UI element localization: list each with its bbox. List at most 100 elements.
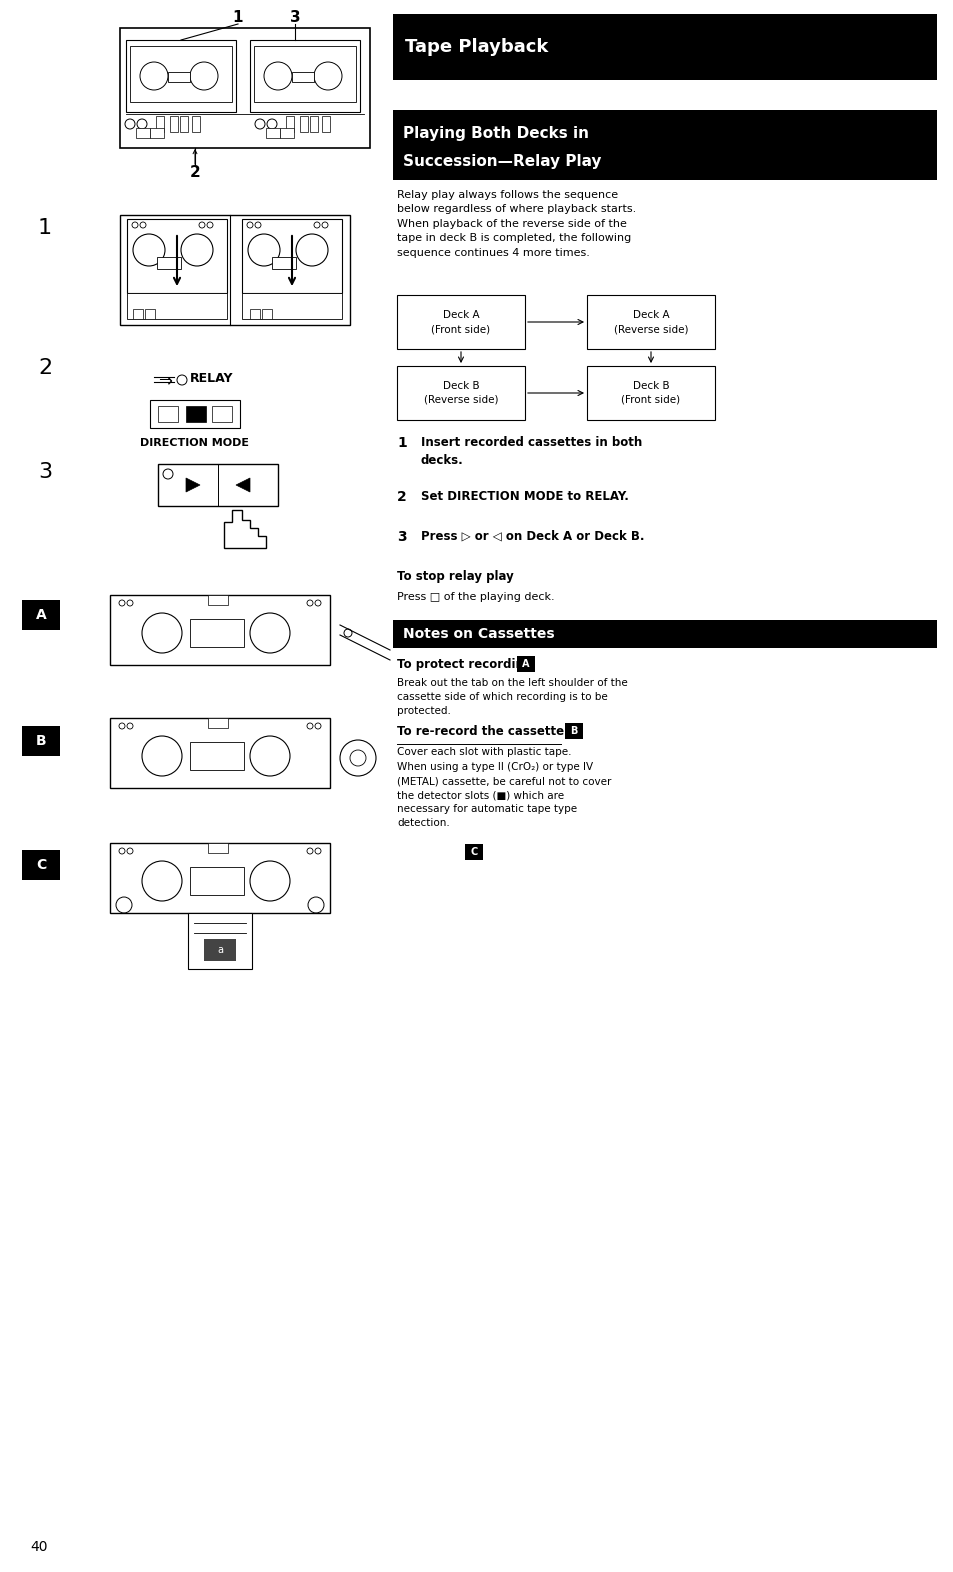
- Bar: [192, 116, 200, 132]
- Bar: [120, 28, 370, 148]
- Bar: [393, 110, 936, 181]
- Text: To protect recording: To protect recording: [396, 659, 532, 671]
- Text: 2: 2: [38, 358, 52, 377]
- Bar: [299, 116, 308, 132]
- Bar: [310, 116, 317, 132]
- Bar: [396, 296, 524, 349]
- Polygon shape: [235, 478, 250, 492]
- Bar: [292, 72, 314, 82]
- Bar: [145, 310, 154, 319]
- Bar: [110, 594, 330, 665]
- Bar: [517, 656, 535, 671]
- Bar: [22, 850, 60, 880]
- Text: Press ▷ or ◁ on Deck A or Deck B.: Press ▷ or ◁ on Deck A or Deck B.: [420, 530, 644, 542]
- Bar: [22, 726, 60, 756]
- Bar: [262, 310, 272, 319]
- Text: Deck A
(Front side): Deck A (Front side): [431, 310, 490, 333]
- Bar: [204, 938, 235, 960]
- Text: Insert recorded cassettes in both
decks.: Insert recorded cassettes in both decks.: [420, 435, 641, 467]
- Bar: [150, 399, 240, 428]
- Text: Deck B
(Front side): Deck B (Front side): [620, 380, 679, 406]
- Text: 2: 2: [190, 165, 200, 181]
- Text: Notes on Cassettes: Notes on Cassettes: [402, 627, 554, 641]
- Text: C: C: [36, 858, 46, 872]
- Text: 1: 1: [38, 219, 52, 237]
- Text: B: B: [570, 726, 578, 736]
- Text: C: C: [470, 847, 477, 857]
- Bar: [157, 256, 181, 269]
- Text: 1: 1: [396, 435, 406, 450]
- Bar: [272, 256, 295, 269]
- Bar: [158, 464, 277, 506]
- Text: Deck B
(Reverse side): Deck B (Reverse side): [423, 380, 497, 406]
- Bar: [22, 601, 60, 630]
- Bar: [132, 310, 143, 319]
- Bar: [564, 723, 582, 739]
- Bar: [127, 219, 227, 292]
- Text: 3: 3: [396, 530, 406, 544]
- Bar: [190, 868, 244, 894]
- Text: Relay play always follows the sequence
below regardless of where playback starts: Relay play always follows the sequence b…: [396, 190, 636, 258]
- Bar: [286, 116, 294, 132]
- Bar: [208, 594, 228, 605]
- Bar: [188, 913, 252, 968]
- Bar: [250, 39, 359, 112]
- Bar: [186, 406, 206, 421]
- Bar: [208, 843, 228, 854]
- Text: RELAY: RELAY: [190, 373, 233, 385]
- Text: A: A: [521, 659, 529, 670]
- Bar: [127, 292, 227, 319]
- Bar: [586, 366, 714, 420]
- Text: 3: 3: [290, 9, 300, 25]
- Bar: [170, 116, 178, 132]
- Bar: [586, 296, 714, 349]
- Text: To re-record the cassette: To re-record the cassette: [396, 725, 563, 737]
- Bar: [212, 406, 232, 421]
- Bar: [110, 843, 330, 913]
- Text: 3: 3: [38, 462, 52, 483]
- Bar: [126, 39, 235, 112]
- Bar: [266, 127, 280, 138]
- Bar: [168, 72, 190, 82]
- Bar: [180, 116, 188, 132]
- Bar: [393, 14, 936, 80]
- Text: B: B: [35, 734, 47, 748]
- Text: 1: 1: [233, 9, 243, 25]
- Text: 40: 40: [30, 1541, 48, 1555]
- Text: Tape Playback: Tape Playback: [405, 38, 548, 57]
- Bar: [250, 310, 260, 319]
- Text: Succession—Relay Play: Succession—Relay Play: [402, 154, 601, 170]
- Text: DIRECTION MODE: DIRECTION MODE: [140, 439, 250, 448]
- Bar: [393, 619, 936, 648]
- Text: When using a type II (CrO₂) or type IV
(METAL) cassette, be careful not to cover: When using a type II (CrO₂) or type IV (…: [396, 762, 611, 828]
- Text: Playing Both Decks in: Playing Both Decks in: [402, 126, 588, 141]
- Text: ⇒: ⇒: [158, 373, 172, 390]
- Bar: [322, 116, 330, 132]
- Polygon shape: [186, 478, 200, 492]
- Bar: [136, 127, 150, 138]
- Bar: [130, 46, 232, 102]
- Text: a: a: [216, 945, 223, 956]
- Text: Cover each slot with plastic tape.: Cover each slot with plastic tape.: [396, 747, 571, 758]
- Text: Break out the tab on the left shoulder of the
cassette side of which recording i: Break out the tab on the left shoulder o…: [396, 678, 627, 715]
- Text: Set DIRECTION MODE to RELAY.: Set DIRECTION MODE to RELAY.: [420, 490, 628, 503]
- Bar: [150, 127, 164, 138]
- Text: Deck A
(Reverse side): Deck A (Reverse side): [613, 310, 687, 333]
- Bar: [242, 292, 341, 319]
- Polygon shape: [224, 509, 266, 549]
- Text: To stop relay play: To stop relay play: [396, 571, 514, 583]
- Bar: [190, 742, 244, 770]
- Bar: [242, 219, 341, 292]
- Bar: [158, 406, 178, 421]
- Bar: [156, 116, 164, 132]
- Bar: [110, 718, 330, 788]
- Bar: [120, 215, 350, 325]
- Bar: [190, 619, 244, 648]
- Text: Press □ of the playing deck.: Press □ of the playing deck.: [396, 593, 554, 602]
- Bar: [464, 844, 482, 860]
- Bar: [280, 127, 294, 138]
- Text: 2: 2: [396, 490, 406, 505]
- Text: A: A: [35, 608, 47, 623]
- Bar: [208, 718, 228, 728]
- Bar: [253, 46, 355, 102]
